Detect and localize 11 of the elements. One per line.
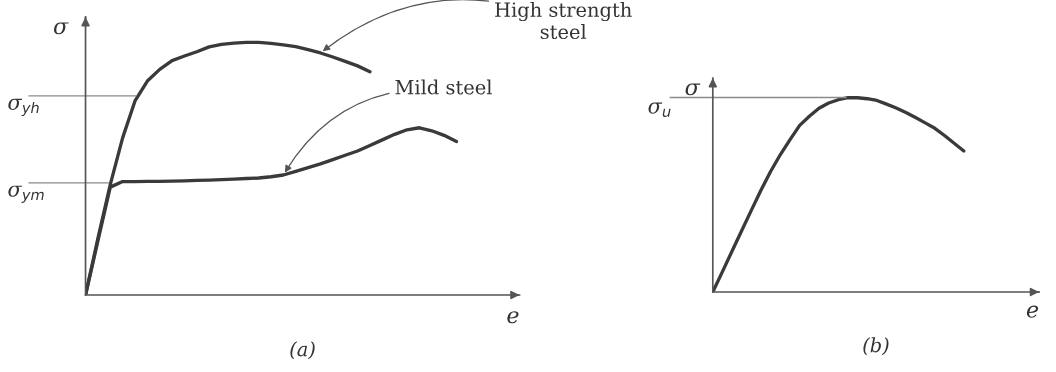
ref-line-label: σ$_{u}$ bbox=[648, 102, 671, 117]
annotation: Mild steel bbox=[395, 79, 492, 95]
ref-line-label: σ$_{ym}$ bbox=[8, 185, 44, 203]
x-axis-title: e bbox=[1026, 305, 1039, 318]
ref-line-label: σ$_{yh}$ bbox=[8, 98, 39, 117]
text: (b) bbox=[863, 337, 889, 356]
text: High strength steel bbox=[495, 1, 632, 40]
x-axis-title: e bbox=[507, 311, 519, 324]
y-axis-title: σ bbox=[685, 83, 701, 96]
text: (a) bbox=[290, 341, 315, 360]
y-axis-title: σ bbox=[53, 22, 69, 35]
